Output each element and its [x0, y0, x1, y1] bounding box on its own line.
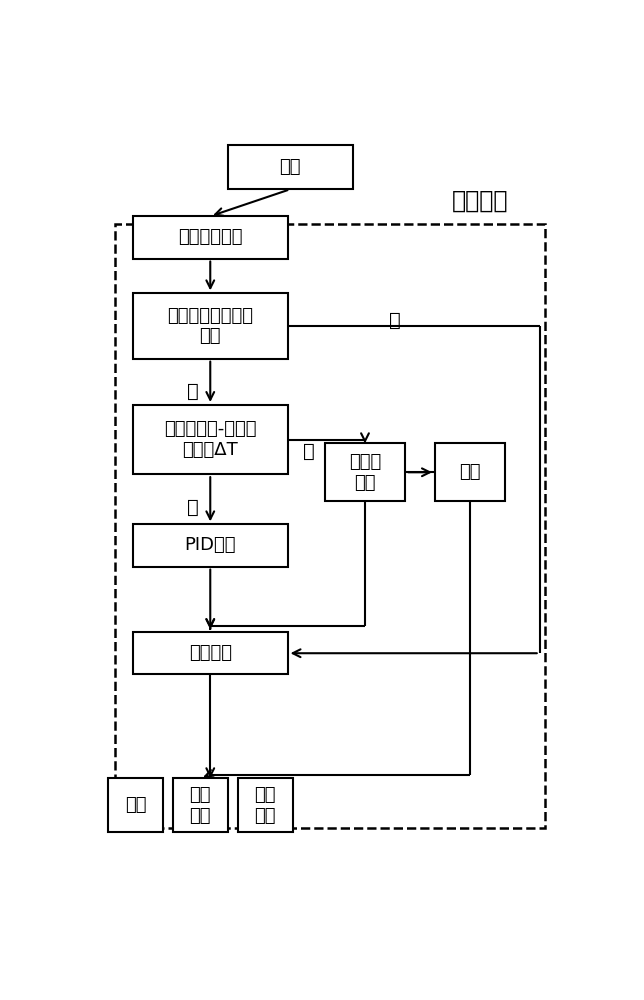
Bar [228, 145, 352, 189]
Text: 是: 是 [187, 382, 198, 401]
Bar [108, 778, 163, 832]
Bar [435, 443, 505, 501]
Text: 输入设定温度: 输入设定温度 [178, 228, 243, 246]
Text: 是: 是 [187, 498, 198, 517]
Bar [133, 524, 288, 567]
Bar [115, 224, 545, 828]
Text: 驱动电源: 驱动电源 [189, 644, 232, 662]
Bar [238, 778, 292, 832]
Text: 器件: 器件 [125, 796, 146, 814]
Bar [133, 293, 288, 359]
Text: 否: 否 [303, 442, 315, 461]
Text: PID算法: PID算法 [185, 536, 236, 554]
Text: 短路: 短路 [459, 463, 480, 481]
Text: （设定温度-器件温
度）＜ΔT: （设定温度-器件温 度）＜ΔT [164, 420, 256, 459]
Text: 热电
模块: 热电 模块 [189, 786, 211, 825]
Text: 微处理器: 微处理器 [451, 189, 508, 213]
Text: 开始: 开始 [279, 158, 301, 176]
Text: 否: 否 [389, 311, 401, 330]
Text: 满负荷
运行: 满负荷 运行 [349, 453, 381, 492]
Bar [133, 405, 288, 474]
Text: 散热
系统: 散热 系统 [254, 786, 276, 825]
Bar [133, 216, 288, 259]
Bar [325, 443, 405, 501]
Text: 设定温度小于器件
温度: 设定温度小于器件 温度 [167, 307, 253, 345]
Bar [133, 632, 288, 674]
Bar [173, 778, 228, 832]
